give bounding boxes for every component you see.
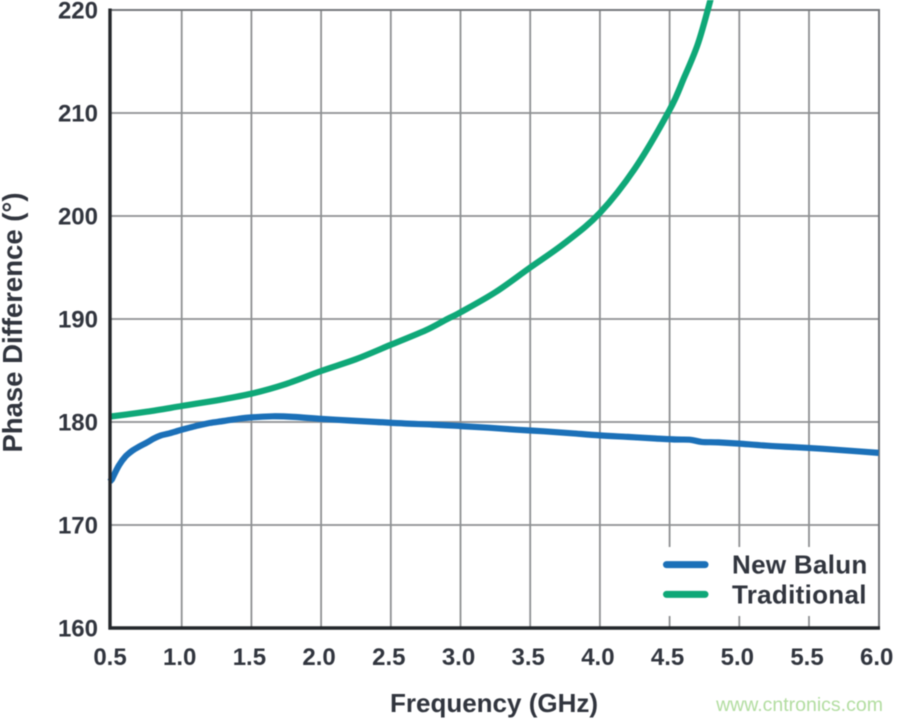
svg-text:Phase Difference (°): Phase Difference (°) [0,192,28,452]
svg-text:5.0: 5.0 [721,644,754,671]
svg-text:3.0: 3.0 [442,644,475,671]
svg-text:210: 210 [58,101,98,128]
svg-text:1.0: 1.0 [163,644,196,671]
svg-text:220: 220 [58,0,98,25]
svg-text:1.5: 1.5 [233,644,266,671]
svg-text:Traditional: Traditional [732,579,867,609]
svg-text:0.5: 0.5 [93,644,126,671]
svg-text:4.5: 4.5 [651,644,684,671]
svg-text:4.0: 4.0 [581,644,614,671]
svg-text:200: 200 [58,204,98,231]
svg-text:Frequency (GHz): Frequency (GHz) [390,688,598,718]
svg-text:5.5: 5.5 [790,644,823,671]
svg-text:6.0: 6.0 [860,644,893,671]
svg-text:180: 180 [58,410,98,437]
svg-text:3.5: 3.5 [512,644,545,671]
svg-text:190: 190 [58,307,98,334]
svg-text:2.0: 2.0 [302,644,335,671]
svg-text:170: 170 [58,513,98,540]
svg-text:New Balun: New Balun [732,550,868,580]
svg-text:160: 160 [58,616,98,643]
svg-text:www.cntronics.com: www.cntronics.com [715,694,883,716]
svg-text:2.5: 2.5 [372,644,405,671]
